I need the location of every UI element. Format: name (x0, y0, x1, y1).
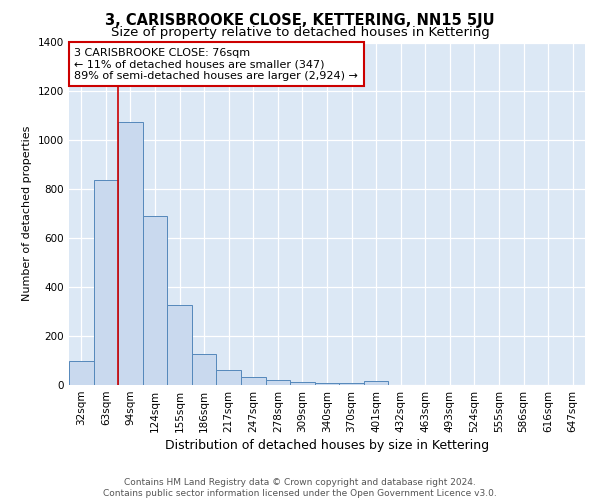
Bar (315, 382, 339, 385)
Bar (167, 305, 192, 385)
Text: 3 CARISBROOKE CLOSE: 76sqm
← 11% of detached houses are smaller (347)
89% of sem: 3 CARISBROOKE CLOSE: 76sqm ← 11% of deta… (74, 48, 358, 81)
Text: Size of property relative to detached houses in Kettering: Size of property relative to detached ho… (110, 26, 490, 39)
Bar (241, 377, 266, 385)
Bar (217, 370, 241, 385)
Y-axis label: Number of detached properties: Number of detached properties (22, 126, 32, 302)
Bar (290, 382, 315, 385)
Bar (118, 122, 143, 385)
Bar (143, 216, 167, 385)
Bar (364, 380, 388, 385)
Text: 3, CARISBROOKE CLOSE, KETTERING, NN15 5JU: 3, CARISBROOKE CLOSE, KETTERING, NN15 5J… (105, 12, 495, 28)
Bar (266, 380, 290, 385)
X-axis label: Distribution of detached houses by size in Kettering: Distribution of detached houses by size … (165, 439, 489, 452)
Bar (69, 360, 94, 385)
Bar (339, 383, 364, 385)
Bar (94, 180, 118, 385)
Bar (192, 354, 217, 385)
Text: Contains HM Land Registry data © Crown copyright and database right 2024.
Contai: Contains HM Land Registry data © Crown c… (103, 478, 497, 498)
